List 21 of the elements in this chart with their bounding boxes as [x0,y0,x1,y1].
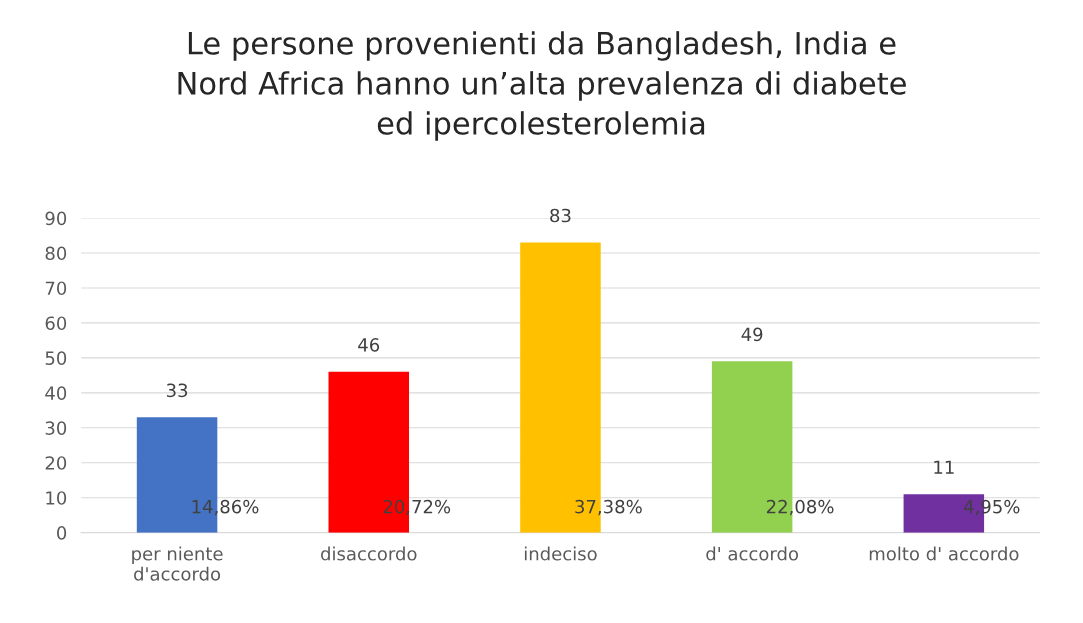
data-label: 46 [358,338,380,352]
y-tick-label: 50 [45,351,67,365]
y-tick-label: 20 [45,456,67,470]
x-tick-label: disaccordo [321,546,417,561]
y-tick-label: 80 [45,246,67,261]
y-tick-label: 10 [46,491,67,505]
y-tick-label: 40 [45,386,67,400]
x-tick-label: indeciso [524,546,597,561]
x-tick-label: d' accordo [706,546,799,561]
y-tick-label: 30 [45,421,67,435]
data-label: 49 [741,327,763,342]
x-tick-label: molto d' accordo [869,546,1019,561]
y-tick-label: 60 [45,316,67,331]
data-label: 33 [166,383,188,398]
chart-title: Le persone provenienti da Bangladesh, India e Nord Africa hanno un’alta prevalenza di diabete ed ipercolesterolemia [178,31,906,141]
x-tick-label: per niente d'accordo [132,546,223,581]
y-tick-label: 70 [45,281,67,296]
y-tick-label: 90 [45,211,67,226]
data-label: 83 [550,208,571,223]
y-tick-label: 0 [57,526,67,540]
data-label: 11 [934,460,954,474]
